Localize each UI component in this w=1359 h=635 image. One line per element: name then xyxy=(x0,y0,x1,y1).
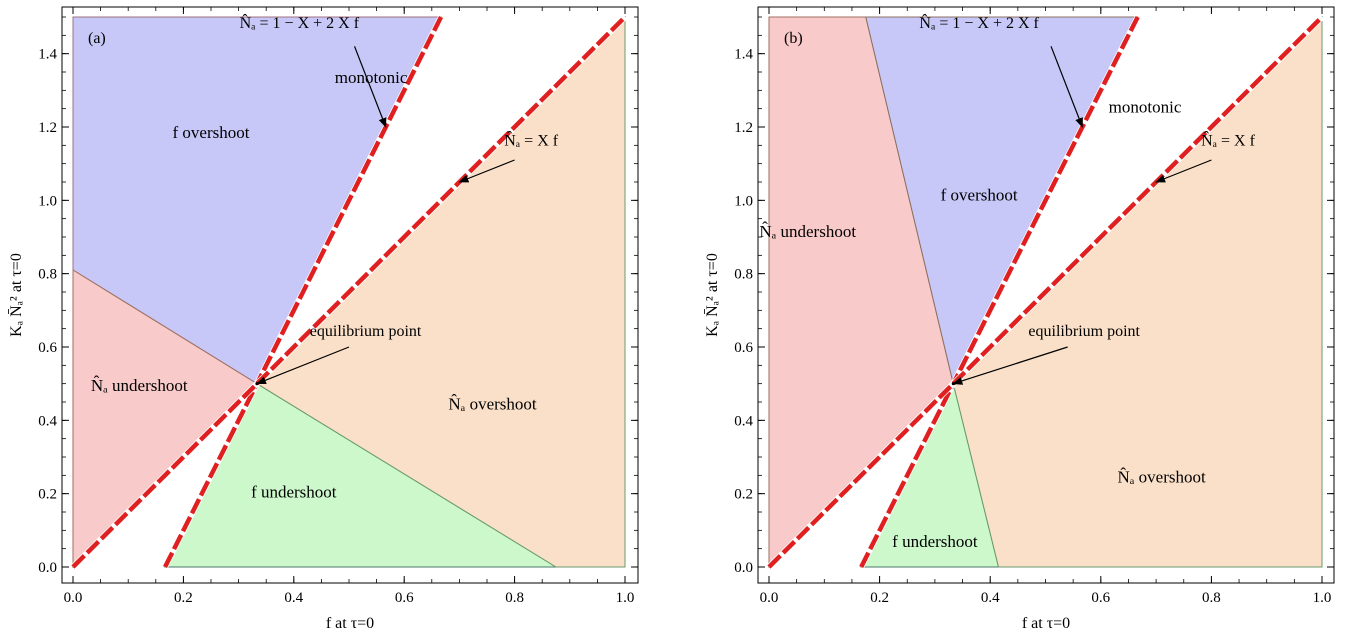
region-label-f-overshoot: f overshoot xyxy=(941,185,1018,204)
x-tick-label: 0.4 xyxy=(284,590,303,606)
y-tick-label: 0.4 xyxy=(38,413,57,429)
panel-a: 0.0 0.2 0.4 0.6 0.8 1.0 0.0 0.2 0.4 0.6 0.8 1.0 1.2 1… xyxy=(8,6,639,632)
x-axis-label: f at τ=0 xyxy=(1022,615,1070,632)
panel-label: (a) xyxy=(88,30,106,47)
equilibrium-point xyxy=(951,382,955,386)
y-tick-label: 0.6 xyxy=(38,340,57,356)
x-tick-label: 0.4 xyxy=(981,590,1000,606)
region-label-na-overshoot: N̂ₐ overshoot xyxy=(1118,467,1206,486)
plot-frame xyxy=(61,6,639,584)
x-tick-label: 0.2 xyxy=(174,590,193,606)
x-tick-label: 0.6 xyxy=(1091,590,1110,606)
annotation-text: equilibrium point xyxy=(1028,323,1140,340)
line-na-xf xyxy=(767,15,1324,569)
x-tick-label: 1.0 xyxy=(1313,590,1332,606)
y-tick-label: 1.2 xyxy=(734,120,753,136)
y-tick-label: 1.4 xyxy=(38,47,57,63)
y-tick-label: 1.0 xyxy=(734,193,753,209)
x-tick-label: 0.0 xyxy=(760,590,779,606)
x-tick-label: 1.0 xyxy=(616,590,635,606)
plot-frame xyxy=(757,6,1335,584)
region-label-f-overshoot: f overshoot xyxy=(173,123,250,142)
y-tick-label: 0.2 xyxy=(38,487,57,503)
annotation-text: N̂ₐ = 1 − X + 2 X f xyxy=(919,13,1039,32)
y-tick-label: 0.0 xyxy=(38,560,57,576)
y-tick-label: 0.0 xyxy=(734,560,753,576)
region-label-na-undershoot: N̂ₐ undershoot xyxy=(91,376,188,395)
annotation-arrow xyxy=(952,346,1068,385)
y-tick-label: 0.4 xyxy=(734,413,753,429)
annotation-text: N̂ₐ = X f xyxy=(1201,130,1256,149)
annotation-text: N̂ₐ = 1 − X + 2 X f xyxy=(240,13,360,32)
region-label-na-undershoot: N̂ₐ undershoot xyxy=(759,222,856,241)
line-na-1-x-2xf xyxy=(163,15,444,569)
region-label-na-overshoot: N̂ₐ overshoot xyxy=(448,394,536,413)
x-axis-label: f at τ=0 xyxy=(326,615,374,632)
annotation-arrow xyxy=(353,46,387,128)
line-na-xf xyxy=(71,15,627,569)
x-tick-label: 0.8 xyxy=(505,590,524,606)
annotation-arrow xyxy=(1050,46,1083,128)
monotonic-label: monotonic xyxy=(335,68,408,87)
panel-b: 0.0 0.2 0.4 0.6 0.8 1.0 0.0 0.2 0.4 0.6 0.8 1.0 1.2 1… xyxy=(704,6,1335,632)
annotation-arrow xyxy=(458,159,515,183)
y-axis-label: Kₐ N̄ₐ² at τ=0 xyxy=(704,253,721,337)
x-tick-label: 0.0 xyxy=(64,590,83,606)
equilibrium-point xyxy=(255,382,259,386)
x-tick-label: 0.6 xyxy=(395,590,414,606)
y-tick-label: 0.6 xyxy=(734,340,753,356)
annotation-text: equilibrium point xyxy=(310,323,422,340)
annotation-arrow xyxy=(1155,159,1212,183)
y-axis-label: Kₐ N̄ₐ² at τ=0 xyxy=(8,253,25,337)
x-tick-label: 0.8 xyxy=(1202,590,1221,606)
monotonic-label: monotonic xyxy=(1109,97,1182,116)
y-tick-label: 0.8 xyxy=(734,267,753,283)
line-na-1-x-2xf xyxy=(859,15,1140,569)
annotation-arrow xyxy=(256,346,350,385)
x-tick-label: 0.2 xyxy=(870,590,889,606)
annotation-text: N̂ₐ = X f xyxy=(504,130,559,149)
region-label-f-undershoot: f undershoot xyxy=(251,482,337,501)
panel-label: (b) xyxy=(784,30,803,47)
y-tick-label: 0.8 xyxy=(38,267,57,283)
y-tick-label: 1.2 xyxy=(38,120,57,136)
y-tick-label: 1.4 xyxy=(734,47,753,63)
y-tick-label: 1.0 xyxy=(38,193,57,209)
region-label-f-undershoot: f undershoot xyxy=(892,532,978,551)
y-tick-label: 0.2 xyxy=(734,487,753,503)
